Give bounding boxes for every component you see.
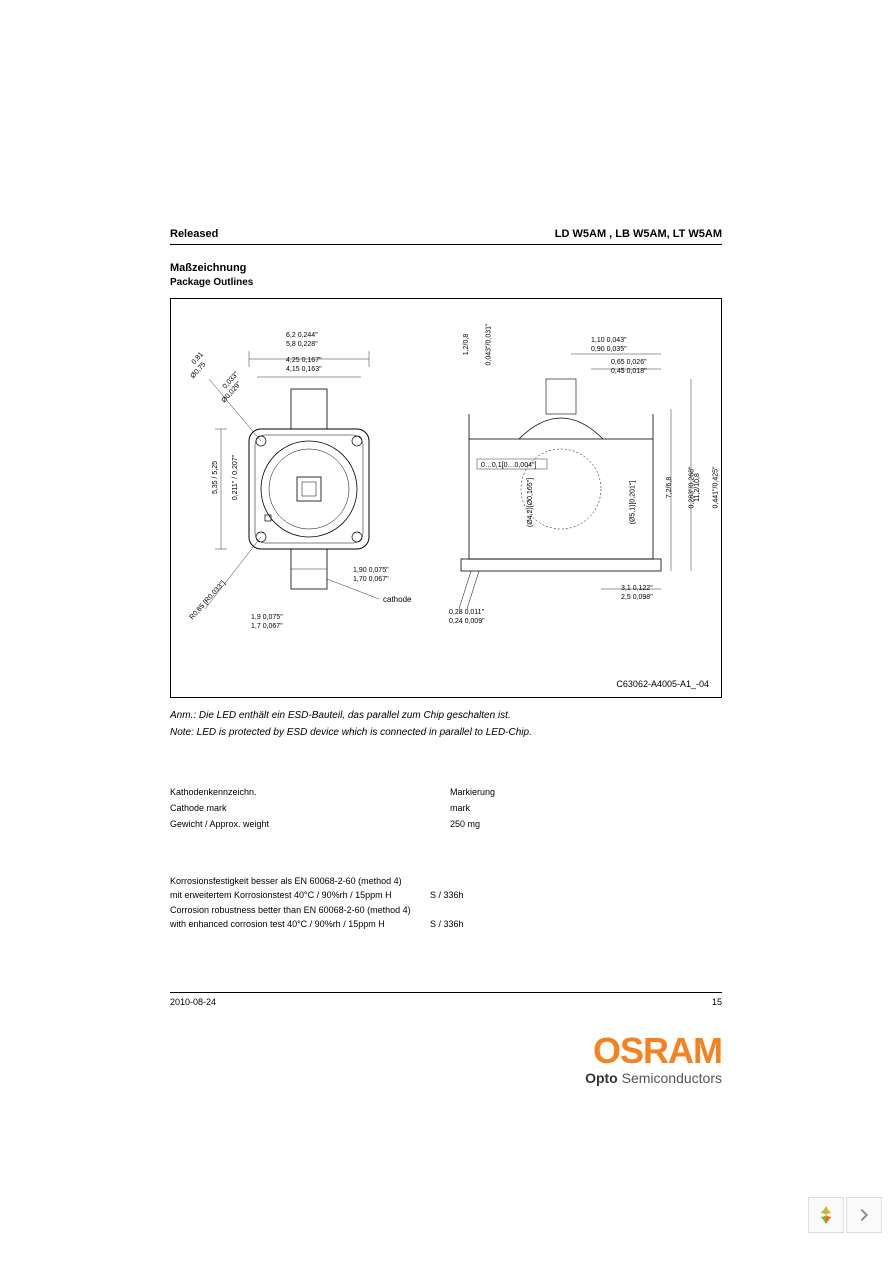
dim-top-4: 4,15 0,163" [286,366,322,373]
dim-bot-2: 1,7 0,067" [251,623,283,630]
dim-r-3: 0,90 0,035" [591,346,627,353]
dim-br-1: 3,1 0,122" [621,585,653,592]
footer-date: 2010-08-24 [170,997,216,1007]
nav-button-next[interactable] [846,1197,882,1233]
weight-value: 250 mg [450,816,480,832]
dim-top-1: 6,2 0,244" [286,332,318,339]
cathode-label-de: Kathodenkennzeichn. [170,784,450,800]
section-title-de: Maßzeichnung [170,262,253,274]
footer-page: 15 [712,997,722,1007]
dim-r-1: 1,2/0,8 [463,334,470,355]
dim-dia1: (Ø4,2)[Ø0,165"] [527,478,534,527]
flower-icon [815,1204,837,1226]
dim-r-4: 0,65 0,026" [611,359,647,366]
page-header: Released LD W5AM , LB W5AM, LT W5AM [170,228,722,245]
dim-dia2: (Ø5,1)[0,201"] [629,481,636,525]
cathode-label: cathode [383,595,411,604]
section-titles: Maßzeichnung Package Outlines [170,262,253,288]
corr-de-2: mit erweitertem Korrosionstest 40°C / 90… [170,888,430,902]
dim-br-2: 2,5 0,098" [621,594,653,601]
dim-top-2: 5,8 0,228" [286,341,318,348]
section-title-en: Package Outlines [170,277,253,288]
side-view-svg [441,309,721,689]
logo-block: OSRAM Opto Semiconductors [585,1030,722,1086]
dim-h2: 11,2/10,8 [694,473,701,502]
dim-left-h: 5,35 / 5,25 [212,461,219,494]
mark-label-en: mark [450,800,470,816]
corr-de-1: Korrosionsfestigkeit besser als EN 60068… [170,874,464,888]
dim-left-h2: 0,211" / 0,207" [232,455,239,500]
dim-bl-1: 0,28 0,011" [449,609,484,616]
chevron-right-icon [853,1204,875,1226]
note-de: Anm.: Die LED enthält ein ESD-Bauteil, d… [170,710,532,721]
dim-r-2: 1,10 0,043" [591,337,627,344]
dim-r-1b: 0,043"/0,031" [485,324,492,366]
weight-label: Gewicht / Approx. weight [170,816,450,832]
dim-h1: 7,2/6,8 [666,477,673,498]
dim-r-5: 0,45 0,018" [611,368,647,375]
note-en: Note: LED is protected by ESD device whi… [170,727,532,738]
corr-hours-2: S / 336h [430,917,464,931]
corrosion-block: Korrosionsfestigkeit besser als EN 60068… [170,874,464,932]
corr-en-2: with enhanced corrosion test 40°C / 90%r… [170,917,430,931]
drawing-part-number: C63062-A4005-A1_-04 [616,679,709,689]
dim-bot-4: 1,70 0,067" [353,576,389,583]
status-label: Released [170,228,218,240]
dim-h2b: 0,441"/0,425" [712,467,719,509]
page-footer: 2010-08-24 15 [170,992,722,1007]
corr-hours-1: S / 336h [430,888,464,902]
mark-label-de: Markierung [450,784,495,800]
logo-tagline: Opto Semiconductors [585,1070,722,1086]
tagline-rest: Semiconductors [618,1070,722,1086]
dim-bot-1: 1,9 0,075" [251,614,283,621]
nav-button-home[interactable] [808,1197,844,1233]
corr-en-1: Corrosion robustness better than EN 6006… [170,903,464,917]
nav-buttons [808,1197,882,1233]
dim-top-3: 4,25 0,167" [286,357,322,364]
osram-logo: OSRAM [585,1030,722,1072]
dim-bot-3: 1,90 0,075" [353,567,389,574]
dim-bl-2: 0,24 0,009" [449,618,485,625]
dim-tol: 0…0,1[0…0,004"] [481,462,536,469]
info-block: Kathodenkennzeichn. Markierung Cathode m… [170,784,495,833]
cathode-label-en: Cathode mark [170,800,450,816]
tagline-opto: Opto [585,1070,618,1086]
notes-block: Anm.: Die LED enthält ein ESD-Bauteil, d… [170,710,532,744]
part-numbers: LD W5AM , LB W5AM, LT W5AM [555,228,722,240]
technical-drawing: 6,2 0,244" 5,8 0,228" 4,25 0,167" 4,15 0… [170,298,722,698]
